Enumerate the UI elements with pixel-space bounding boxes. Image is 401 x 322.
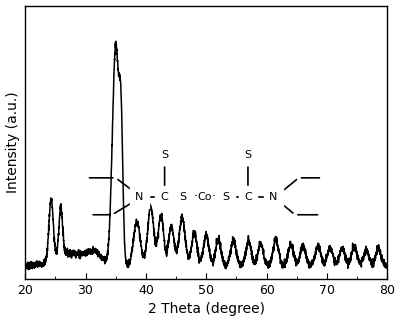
Text: S: S	[179, 192, 186, 202]
Text: S: S	[161, 150, 168, 160]
Text: Co: Co	[197, 192, 212, 202]
Text: S: S	[223, 192, 230, 202]
Text: N: N	[269, 192, 277, 202]
Text: ·: ·	[211, 191, 216, 204]
Text: C: C	[161, 192, 168, 202]
Text: N: N	[135, 192, 144, 202]
Y-axis label: Intensity (a.u.): Intensity (a.u.)	[6, 91, 20, 193]
Text: S: S	[244, 150, 251, 160]
X-axis label: 2 Theta (degree): 2 Theta (degree)	[148, 302, 265, 317]
Text: ·: ·	[193, 191, 197, 204]
Text: C: C	[244, 192, 252, 202]
